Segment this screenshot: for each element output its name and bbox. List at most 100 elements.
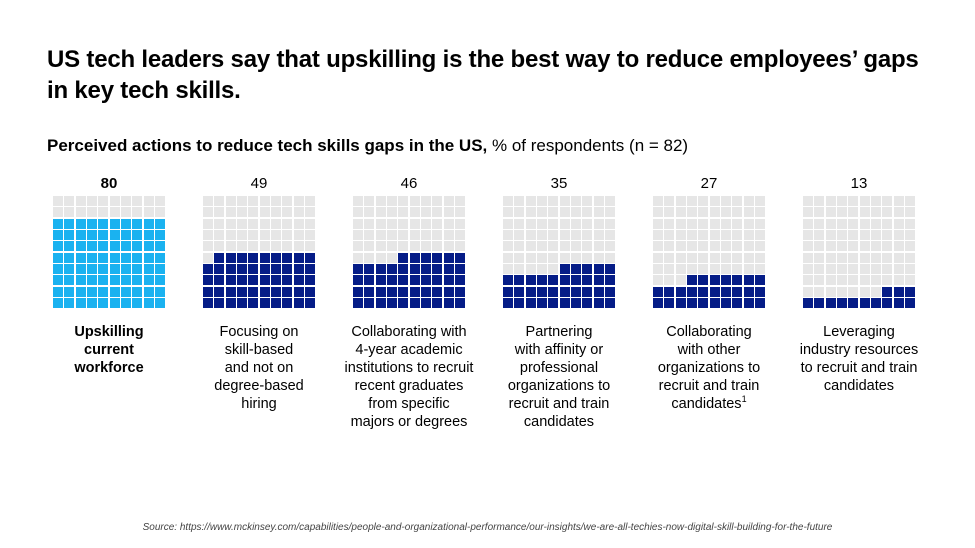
waffle-cell-filled — [455, 252, 465, 263]
waffle-cell-filled — [871, 298, 881, 308]
waffle-cell-empty — [814, 218, 825, 229]
waffle-cell-filled — [109, 298, 120, 308]
waffle-cell-empty — [364, 207, 375, 218]
waffle-cell-filled — [571, 275, 581, 286]
waffle-cell-empty — [605, 241, 615, 252]
waffle-cell-empty — [259, 218, 270, 229]
waffle-cell-empty — [814, 241, 825, 252]
waffle-cell-empty — [559, 252, 570, 263]
waffle-cell-filled — [882, 298, 893, 308]
waffle-cell-empty — [825, 241, 836, 252]
waffle-cell-empty — [893, 252, 904, 263]
waffle-cell-empty — [743, 264, 754, 274]
waffle-cell-filled — [514, 275, 525, 286]
waffle-cell-filled — [409, 286, 420, 297]
waffle-cell-empty — [664, 252, 675, 263]
waffle-cell-filled — [98, 275, 109, 286]
waffle-label-3: Collaborating with 4-year academic institu… — [339, 323, 479, 431]
waffle-cell-empty — [653, 207, 663, 218]
waffle-cell-filled — [132, 298, 143, 308]
waffle-cell-filled — [387, 298, 397, 308]
waffle-cell-filled — [248, 275, 259, 286]
waffle-cell-filled — [375, 298, 386, 308]
waffle-cell-empty — [709, 230, 720, 240]
waffle-cell-empty — [525, 218, 536, 229]
waffle-cell-empty — [525, 241, 536, 252]
waffle-cell-empty — [893, 230, 904, 240]
waffle-cell-filled — [214, 286, 225, 297]
waffle-cell-empty — [548, 252, 559, 263]
waffle-cell-filled — [675, 298, 686, 308]
waffle-cell-filled — [271, 286, 281, 297]
waffle-cell-filled — [132, 241, 143, 252]
waffle-cell-empty — [837, 230, 847, 240]
waffle-cell-empty — [721, 241, 731, 252]
waffle-cell-empty — [653, 252, 663, 263]
waffle-cell-empty — [893, 207, 904, 218]
waffle-cell-empty — [814, 252, 825, 263]
waffle-cell-filled — [155, 218, 165, 229]
waffle-cell-filled — [271, 264, 281, 274]
waffle-cell-empty — [905, 218, 915, 229]
waffle-cell-empty — [582, 218, 593, 229]
waffle-cell-empty — [305, 218, 315, 229]
waffle-cell-empty — [537, 252, 547, 263]
waffle-label-line: with affinity or — [514, 342, 604, 358]
waffle-cell-empty — [237, 196, 247, 206]
waffle-cell-empty — [455, 207, 465, 218]
waffle-cell-empty — [98, 196, 109, 206]
waffle-cell-filled — [75, 264, 86, 274]
waffle-cell-filled — [721, 298, 731, 308]
waffle-cell-empty — [825, 286, 836, 297]
waffle-value-4: 35 — [550, 175, 568, 192]
waffle-cell-filled — [364, 264, 375, 274]
waffle-cell-filled — [582, 286, 593, 297]
waffle-cell-empty — [537, 207, 547, 218]
waffle-cell-empty — [732, 218, 743, 229]
waffle-cell-empty — [837, 207, 847, 218]
waffle-cell-filled — [248, 264, 259, 274]
waffle-cell-filled — [248, 286, 259, 297]
waffle-cell-filled — [293, 286, 304, 297]
waffle-cell-empty — [64, 207, 75, 218]
waffle-cell-filled — [398, 275, 409, 286]
waffle-cell-empty — [503, 264, 513, 274]
waffle-cell-filled — [64, 286, 75, 297]
waffle-label-line: hiring — [241, 396, 277, 412]
waffle-cell-filled — [75, 298, 86, 308]
waffle-cell-filled — [282, 252, 293, 263]
waffle-cell-empty — [503, 207, 513, 218]
waffle-cell-empty — [687, 218, 697, 229]
waffle-cell-empty — [443, 207, 454, 218]
waffle-cell-empty — [593, 241, 604, 252]
waffle-cell-empty — [225, 230, 236, 240]
waffle-cell-empty — [593, 207, 604, 218]
waffle-cell-empty — [421, 230, 431, 240]
waffle-cell-empty — [653, 230, 663, 240]
waffle-cell-empty — [871, 275, 881, 286]
waffle-cell-empty — [675, 218, 686, 229]
waffle-cell-empty — [203, 196, 213, 206]
waffle-cell-empty — [537, 230, 547, 240]
waffle-cell-filled — [605, 275, 615, 286]
waffle-cell-filled — [443, 252, 454, 263]
waffle-cell-empty — [743, 252, 754, 263]
waffle-cell-filled — [109, 218, 120, 229]
waffle-cell-filled — [53, 218, 63, 229]
waffle-cell-filled — [743, 298, 754, 308]
waffle-value-1: 80 — [100, 175, 118, 192]
waffle-cell-empty — [214, 196, 225, 206]
waffle-cell-filled — [87, 298, 97, 308]
waffle-cell-filled — [305, 298, 315, 308]
waffle-cell-filled — [64, 264, 75, 274]
waffle-cell-empty — [848, 207, 859, 218]
waffle-cell-empty — [353, 252, 363, 263]
waffle-cell-filled — [455, 298, 465, 308]
waffle-cell-empty — [803, 196, 813, 206]
waffle-cell-empty — [825, 264, 836, 274]
waffle-cell-filled — [203, 298, 213, 308]
waffle-cell-empty — [225, 207, 236, 218]
waffle-cell-filled — [743, 275, 754, 286]
waffle-cell-filled — [548, 275, 559, 286]
waffle-cell-empty — [514, 196, 525, 206]
